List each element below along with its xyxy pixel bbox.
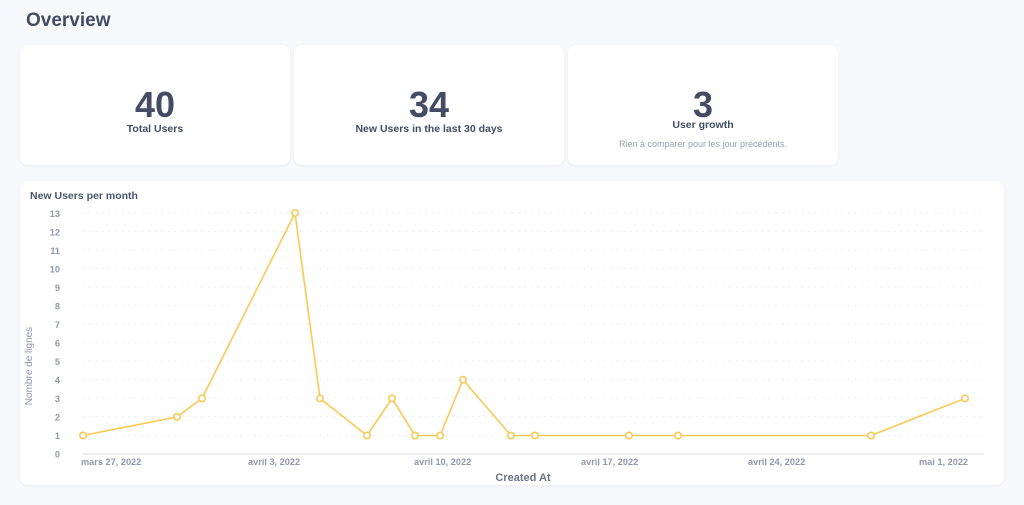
svg-text:6: 6 (55, 339, 60, 349)
svg-text:8: 8 (55, 302, 60, 312)
svg-text:1: 1 (55, 431, 60, 441)
svg-text:2: 2 (55, 413, 60, 423)
svg-text:Nombre de lignes: Nombre de lignes (24, 327, 35, 405)
svg-text:12: 12 (50, 228, 60, 238)
svg-text:avril 3, 2022: avril 3, 2022 (248, 457, 300, 467)
svg-text:10: 10 (50, 265, 60, 275)
svg-text:mai 1, 2022: mai 1, 2022 (919, 457, 968, 467)
svg-text:11: 11 (50, 246, 60, 256)
svg-text:5: 5 (55, 357, 60, 367)
svg-text:4: 4 (55, 376, 61, 386)
svg-text:Created At: Created At (495, 472, 551, 484)
svg-text:avril 24, 2022: avril 24, 2022 (748, 457, 805, 467)
svg-text:0: 0 (55, 450, 60, 460)
svg-text:mars 27, 2022: mars 27, 2022 (81, 457, 141, 467)
svg-text:7: 7 (55, 320, 60, 330)
svg-text:avril 10, 2022: avril 10, 2022 (414, 457, 471, 467)
svg-text:9: 9 (55, 283, 60, 293)
svg-text:avril 17, 2022: avril 17, 2022 (581, 457, 638, 467)
svg-text:3: 3 (55, 394, 60, 404)
svg-text:13: 13 (50, 209, 60, 219)
